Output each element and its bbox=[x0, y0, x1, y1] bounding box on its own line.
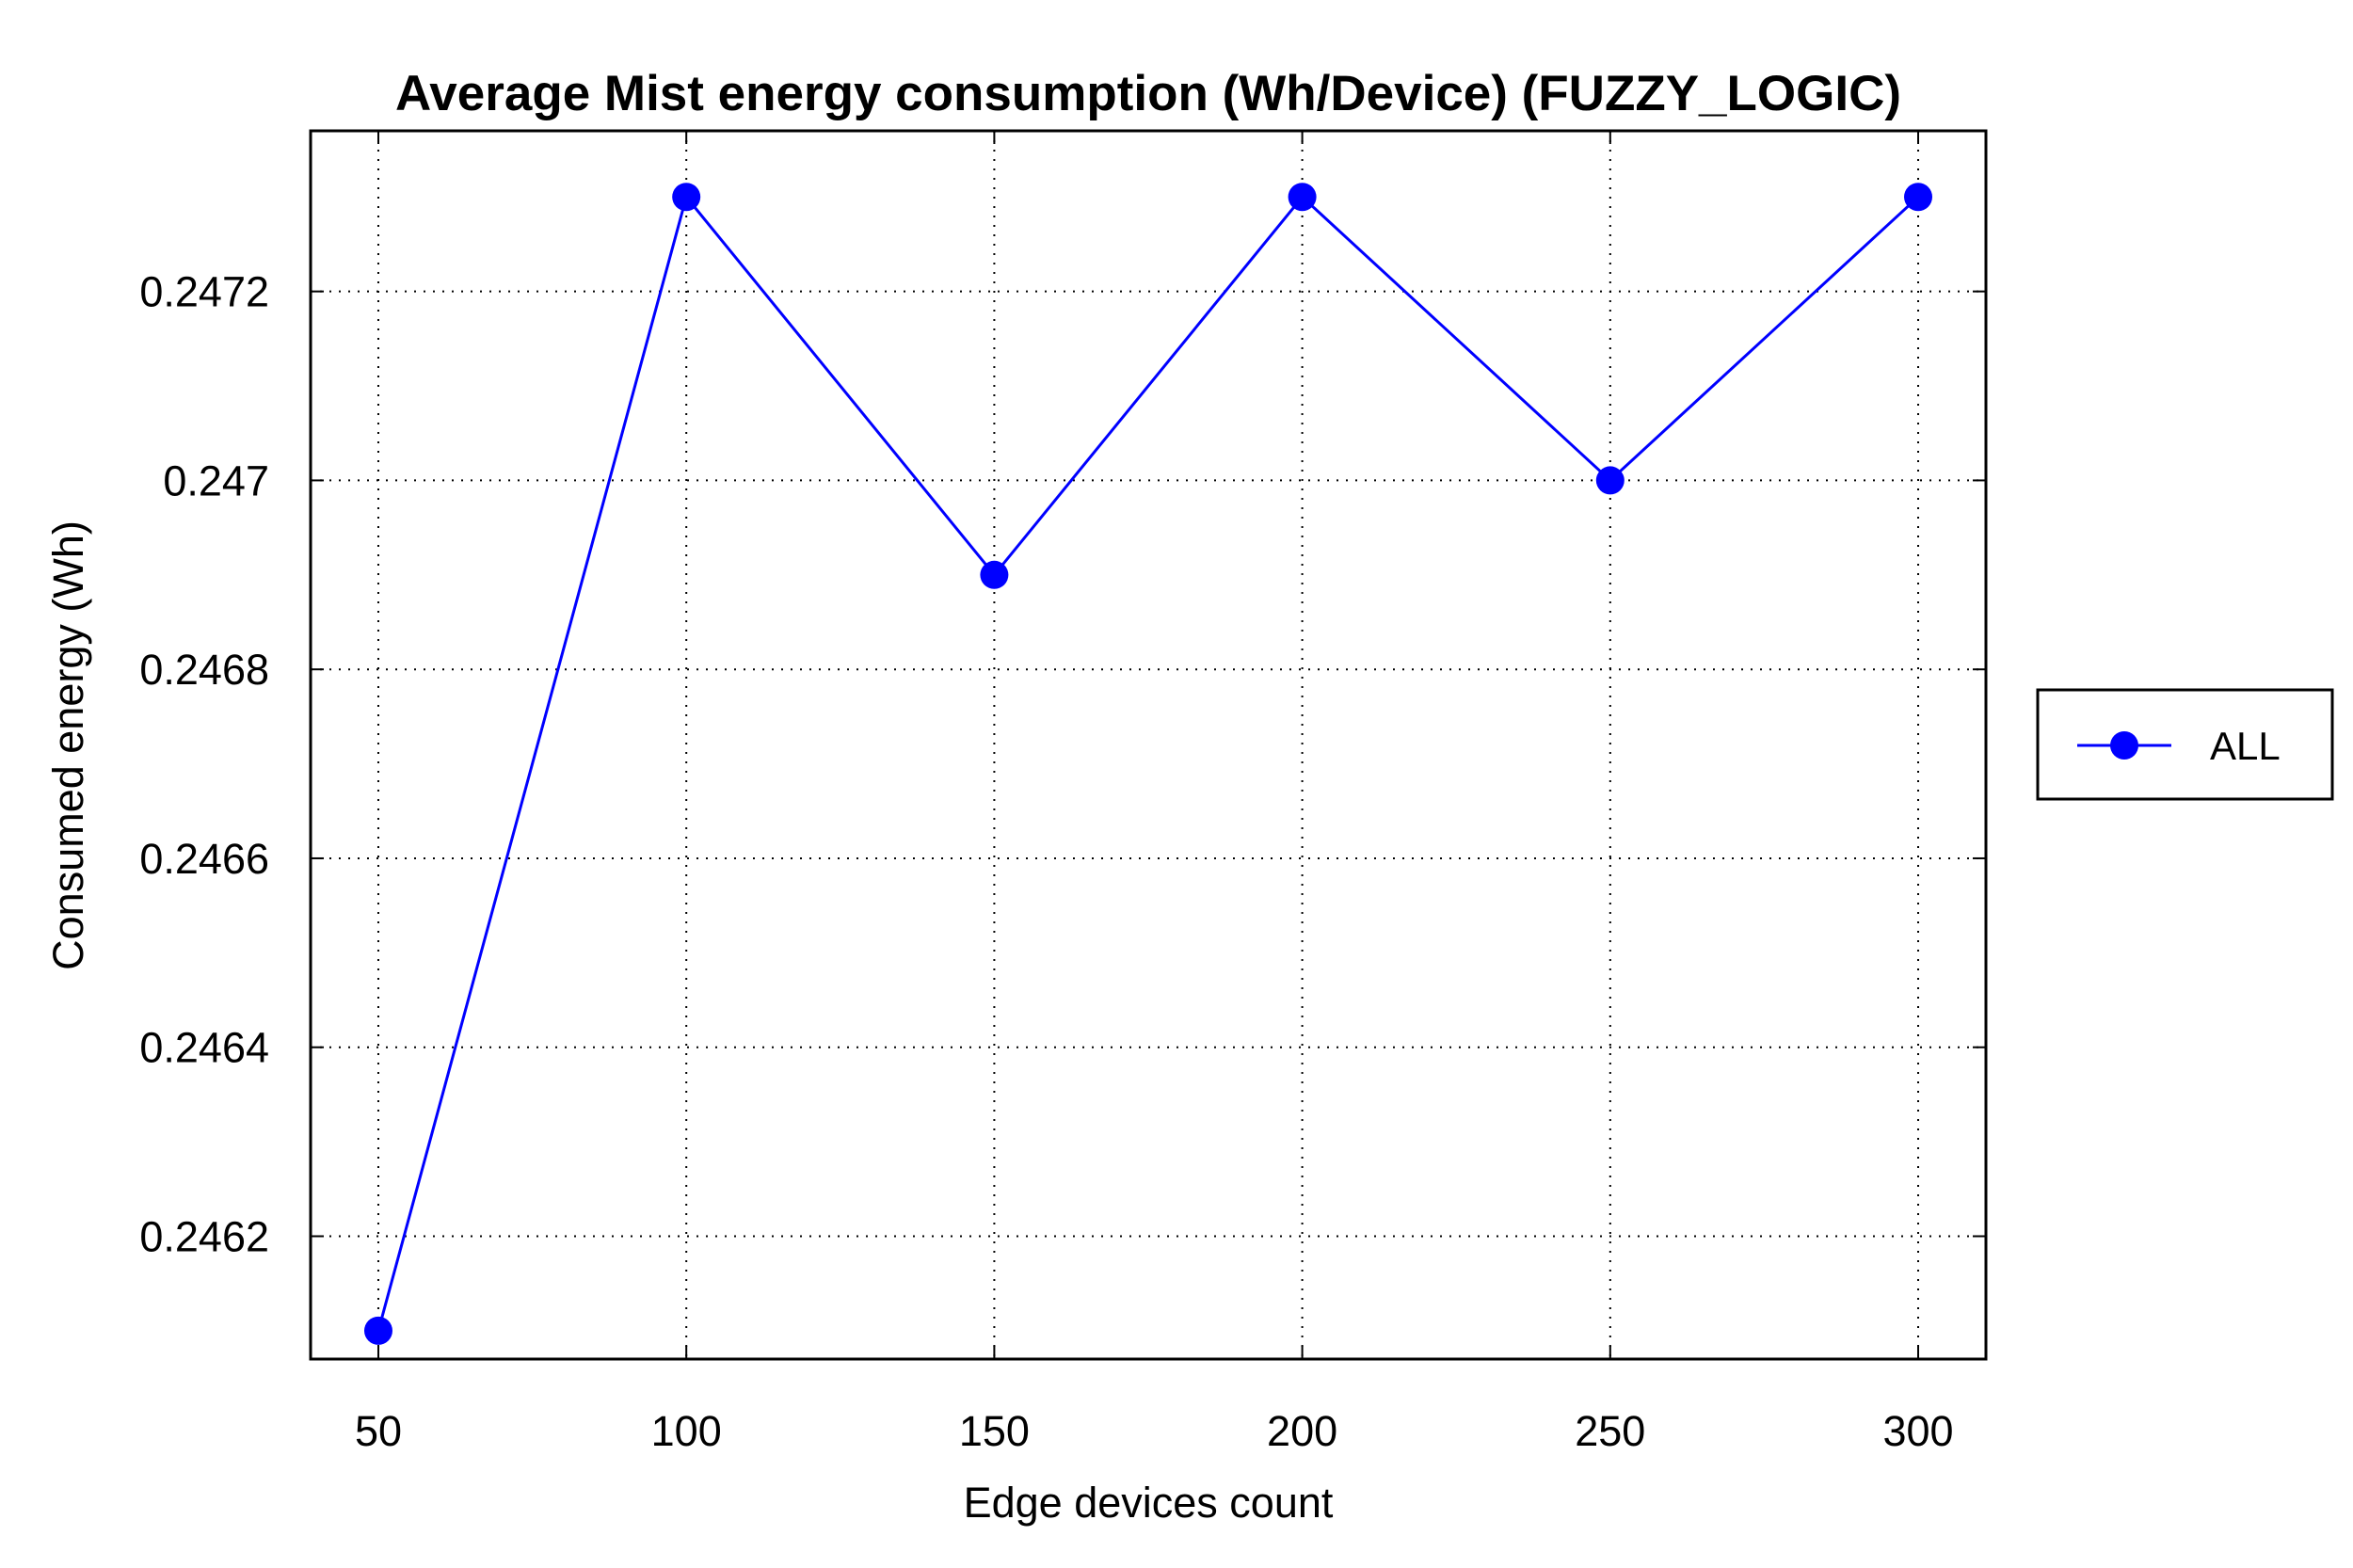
x-axis-label: Edge devices count bbox=[964, 1479, 1334, 1527]
legend: ALL bbox=[2036, 688, 2334, 801]
x-tick-label: 300 bbox=[1882, 1407, 1953, 1455]
chart-title: Average Mist energy consumption (Wh/Devi… bbox=[395, 66, 1901, 121]
x-tick-label: 100 bbox=[651, 1407, 722, 1455]
x-tick-label: 200 bbox=[1267, 1407, 1337, 1455]
x-tick-label: 150 bbox=[959, 1407, 1030, 1455]
y-tick-label: 0.2466 bbox=[139, 835, 269, 883]
grid bbox=[311, 131, 1986, 1359]
y-tick-label: 0.2464 bbox=[139, 1024, 269, 1072]
x-tick-label: 250 bbox=[1575, 1407, 1645, 1455]
data-point bbox=[1288, 183, 1317, 212]
plot-frame bbox=[309, 129, 1988, 1361]
y-tick-label: 0.247 bbox=[163, 456, 269, 504]
series-layer bbox=[363, 183, 1933, 1345]
legend-marker bbox=[2110, 731, 2138, 760]
data-point bbox=[672, 183, 701, 212]
data-point bbox=[1904, 183, 1933, 212]
data-point bbox=[980, 560, 1009, 589]
tick-labels: 50 100 150 200 250 300 0.2462 0.2464 0.2466 0.246… bbox=[139, 268, 1953, 1455]
legend-label: ALL bbox=[2210, 724, 2281, 768]
y-axis-label: Consumed energy (Wh) bbox=[44, 520, 92, 970]
axis-ticks bbox=[311, 131, 1986, 1359]
data-point bbox=[1595, 466, 1625, 495]
series-line bbox=[376, 194, 1920, 1332]
y-tick-label: 0.2468 bbox=[139, 646, 269, 694]
y-tick-label: 0.2462 bbox=[139, 1213, 269, 1261]
y-tick-label: 0.2472 bbox=[139, 268, 269, 316]
data-point bbox=[363, 1316, 392, 1345]
x-tick-label: 50 bbox=[355, 1407, 402, 1455]
